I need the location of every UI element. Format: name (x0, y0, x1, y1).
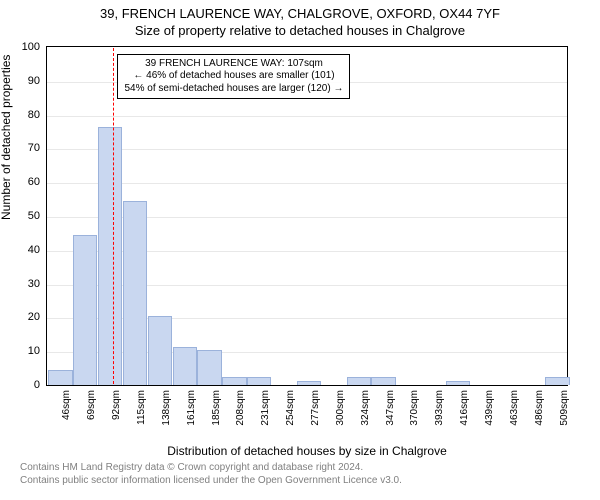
x-tick-label: 231sqm (260, 390, 271, 440)
x-tick-label: 69sqm (86, 390, 97, 440)
x-tick-label: 300sqm (335, 390, 346, 440)
chart-area: 39 FRENCH LAURENCE WAY: 107sqm ← 46% of … (46, 46, 568, 386)
histogram-bar (545, 377, 569, 385)
x-tick-label: 486sqm (534, 390, 545, 440)
x-tick-label: 115sqm (136, 390, 147, 440)
y-tick-label: 30 (10, 278, 40, 290)
y-tick-label: 100 (10, 41, 40, 53)
y-tick-label: 0 (10, 379, 40, 391)
histogram-bar (173, 347, 197, 385)
y-tick-label: 40 (10, 244, 40, 256)
footer-line2: Contains public sector information licen… (20, 475, 402, 488)
histogram-bar (297, 381, 321, 385)
histogram-bar (73, 235, 97, 385)
chart-header: 39, FRENCH LAURENCE WAY, CHALGROVE, OXFO… (0, 0, 600, 38)
x-tick-label: 509sqm (559, 390, 570, 440)
x-tick-label: 439sqm (484, 390, 495, 440)
x-tick-label: 393sqm (434, 390, 445, 440)
plot-area: 39 FRENCH LAURENCE WAY: 107sqm ← 46% of … (46, 46, 568, 386)
annotation-line2: ← 46% of detached houses are smaller (10… (124, 70, 343, 83)
histogram-bar (247, 377, 271, 385)
y-tick-label: 20 (10, 311, 40, 323)
x-tick-label: 46sqm (61, 390, 72, 440)
histogram-bar (446, 381, 470, 385)
x-tick-label: 185sqm (211, 390, 222, 440)
x-tick-label: 347sqm (385, 390, 396, 440)
annotation-line3: 54% of semi-detached houses are larger (… (124, 83, 343, 96)
y-tick-label: 90 (10, 75, 40, 87)
histogram-bar (371, 377, 395, 385)
y-tick-label: 80 (10, 109, 40, 121)
address-title: 39, FRENCH LAURENCE WAY, CHALGROVE, OXFO… (0, 6, 600, 21)
x-axis-label: Distribution of detached houses by size … (46, 444, 568, 458)
x-tick-label: 92sqm (111, 390, 122, 440)
x-tick-label: 416sqm (459, 390, 470, 440)
histogram-bar (347, 377, 371, 385)
chart-subtitle: Size of property relative to detached ho… (0, 23, 600, 38)
histogram-bar (148, 316, 172, 385)
x-tick-label: 161sqm (186, 390, 197, 440)
footer: Contains HM Land Registry data © Crown c… (20, 462, 402, 487)
x-tick-label: 324sqm (360, 390, 371, 440)
histogram-bar (98, 127, 122, 385)
y-tick-label: 70 (10, 142, 40, 154)
x-tick-label: 370sqm (409, 390, 420, 440)
y-tick-label: 60 (10, 176, 40, 188)
histogram-bar (197, 350, 221, 385)
y-tick-label: 10 (10, 345, 40, 357)
x-tick-label: 138sqm (161, 390, 172, 440)
marker-line (113, 48, 114, 384)
x-tick-label: 208sqm (235, 390, 246, 440)
annotation-box: 39 FRENCH LAURENCE WAY: 107sqm ← 46% of … (117, 54, 350, 100)
x-tick-label: 277sqm (310, 390, 321, 440)
annotation-line1: 39 FRENCH LAURENCE WAY: 107sqm (124, 58, 343, 71)
x-tick-label: 254sqm (285, 390, 296, 440)
histogram-bar (123, 201, 147, 385)
histogram-bar (48, 370, 72, 385)
y-tick-label: 50 (10, 210, 40, 222)
x-tick-label: 463sqm (509, 390, 520, 440)
footer-line1: Contains HM Land Registry data © Crown c… (20, 462, 402, 475)
histogram-bar (222, 377, 246, 385)
